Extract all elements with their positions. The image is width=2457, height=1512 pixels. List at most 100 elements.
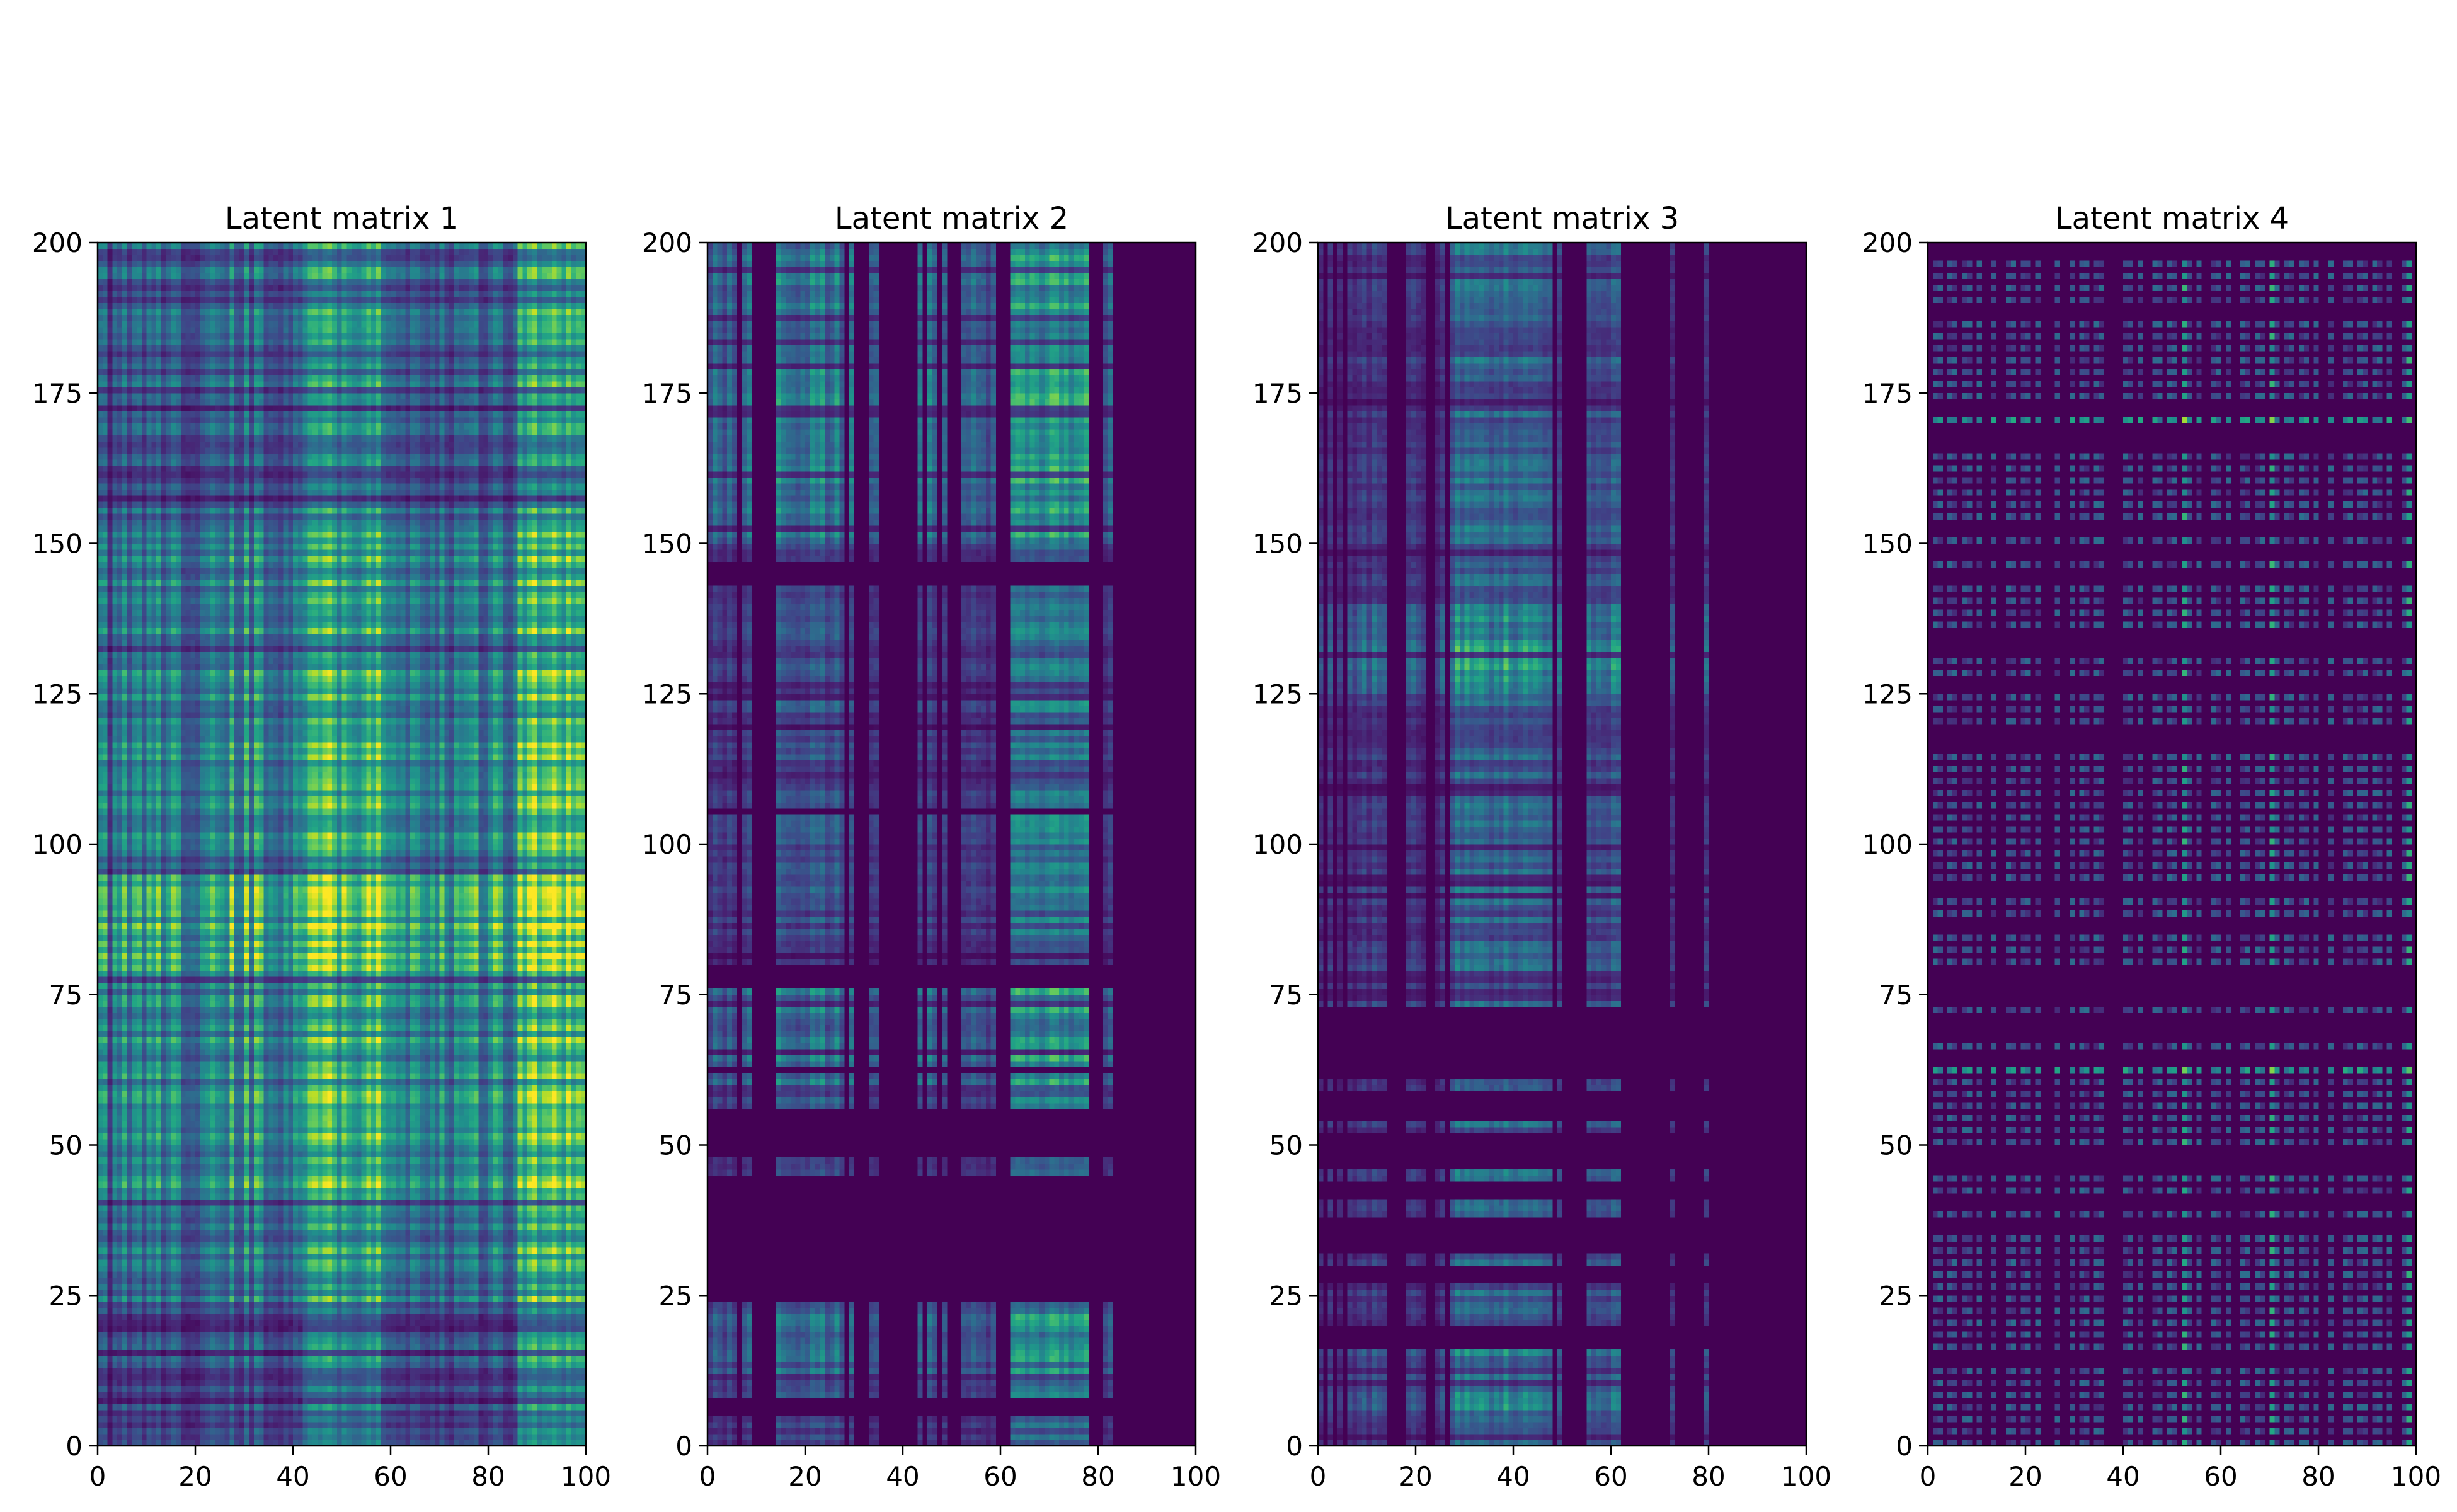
heatmap-cell <box>551 1151 558 1158</box>
heatmap-cell <box>336 1229 343 1236</box>
heatmap-cell <box>224 1199 230 1206</box>
heatmap-cell <box>288 1205 294 1212</box>
heatmap-cell <box>112 1253 118 1260</box>
heatmap-cell <box>478 1265 484 1272</box>
heatmap-cell <box>391 1428 396 1435</box>
heatmap-cell <box>117 1175 123 1182</box>
heatmap-cell <box>454 1205 460 1212</box>
heatmap-cell <box>102 1307 108 1314</box>
heatmap-cell <box>322 1416 328 1423</box>
heatmap-cell <box>473 1205 479 1212</box>
heatmap-cell <box>566 1379 572 1387</box>
heatmap-cell <box>493 1331 499 1338</box>
heatmap-cell <box>444 1307 450 1314</box>
heatmap-cell <box>229 1433 235 1441</box>
heatmap-cell <box>137 1259 142 1266</box>
heatmap-cell <box>127 1259 132 1266</box>
heatmap-cell <box>346 1361 352 1368</box>
heatmap-cell <box>512 1271 518 1278</box>
heatmap-cell <box>425 1416 430 1423</box>
heatmap-cell <box>102 1247 108 1254</box>
heatmap-cell <box>547 1175 553 1182</box>
heatmap-cell <box>386 1253 391 1260</box>
heatmap-cell <box>176 1157 181 1164</box>
heatmap-cell <box>327 1181 333 1188</box>
heatmap-cell <box>361 1313 367 1320</box>
heatmap-cell <box>537 1301 542 1308</box>
heatmap-cell <box>434 1277 440 1284</box>
heatmap-cell <box>488 1151 494 1158</box>
heatmap-cell <box>107 1307 113 1314</box>
heatmap-cell <box>258 1229 265 1236</box>
heatmap-cell <box>239 1187 245 1194</box>
heatmap-cell <box>307 1229 313 1236</box>
heatmap-cell <box>171 1409 176 1416</box>
heatmap-cell <box>249 1265 255 1272</box>
heatmap-cell <box>98 1181 103 1188</box>
heatmap-cell <box>517 1259 523 1266</box>
heatmap-cell <box>102 1205 108 1212</box>
heatmap-cell <box>356 1247 362 1254</box>
heatmap-cell <box>532 1337 538 1344</box>
heatmap-cell <box>415 1331 421 1338</box>
heatmap-cell <box>278 1163 284 1170</box>
heatmap-cell <box>395 1379 401 1387</box>
heatmap-cell <box>400 1229 406 1236</box>
heatmap-cell <box>302 1295 308 1302</box>
heatmap-cell <box>449 1247 455 1254</box>
heatmap-cell <box>391 1349 396 1356</box>
heatmap-cell <box>141 1313 147 1320</box>
heatmap-cell <box>464 1145 469 1152</box>
heatmap-cell <box>352 1145 357 1152</box>
heatmap-cell <box>459 1205 464 1212</box>
heatmap-cell <box>322 1409 328 1416</box>
heatmap-cell <box>229 1397 235 1404</box>
heatmap-cell <box>176 1307 181 1314</box>
heatmap-cell <box>571 1319 577 1326</box>
heatmap-cell <box>107 1169 113 1176</box>
heatmap-cell <box>288 1355 294 1362</box>
heatmap-cell <box>327 1193 333 1200</box>
heatmap-cell <box>239 1367 245 1374</box>
heatmap-cell <box>512 1283 518 1290</box>
heatmap-cell <box>346 1271 352 1278</box>
heatmap-cell <box>112 1163 118 1170</box>
heatmap-cell <box>312 1247 318 1254</box>
heatmap-cell <box>254 1277 260 1284</box>
heatmap-cell <box>375 1326 382 1332</box>
heatmap-cell <box>176 1199 181 1206</box>
heatmap-cell <box>317 1277 323 1284</box>
heatmap-cell <box>571 1193 577 1200</box>
heatmap-cell <box>542 1416 547 1423</box>
heatmap-cell <box>381 1428 386 1435</box>
heatmap-cell <box>141 1199 147 1206</box>
heatmap-cell <box>185 1199 191 1206</box>
heatmap-cell <box>375 1433 382 1441</box>
heatmap-cell <box>195 1277 201 1284</box>
heatmap-cell <box>102 1235 108 1242</box>
heatmap-cell <box>317 1361 323 1368</box>
heatmap-cell <box>366 1404 372 1411</box>
heatmap-cell <box>322 1433 328 1441</box>
heatmap-cell <box>297 1187 304 1194</box>
heatmap-cell <box>195 1313 201 1320</box>
heatmap-cell <box>171 1247 176 1254</box>
heatmap-cell <box>297 1259 304 1266</box>
heatmap-cell <box>215 1385 220 1392</box>
heatmap-cell <box>503 1193 508 1200</box>
heatmap-cell <box>532 1295 538 1302</box>
heatmap-cell <box>375 1193 382 1200</box>
heatmap-cell <box>430 1397 435 1404</box>
heatmap-cell <box>527 1241 533 1248</box>
heatmap-cell <box>229 1355 235 1362</box>
heatmap-cell <box>307 1433 313 1441</box>
heatmap-cell <box>234 1392 240 1399</box>
heatmap-cell <box>244 1145 249 1152</box>
heatmap-cell <box>171 1205 176 1212</box>
heatmap-cell <box>137 1433 142 1441</box>
heatmap-cell <box>508 1367 513 1374</box>
heatmap-cell <box>317 1145 323 1152</box>
heatmap-cell <box>161 1247 167 1254</box>
heatmap-cell <box>249 1205 255 1212</box>
heatmap-cell <box>473 1326 479 1332</box>
